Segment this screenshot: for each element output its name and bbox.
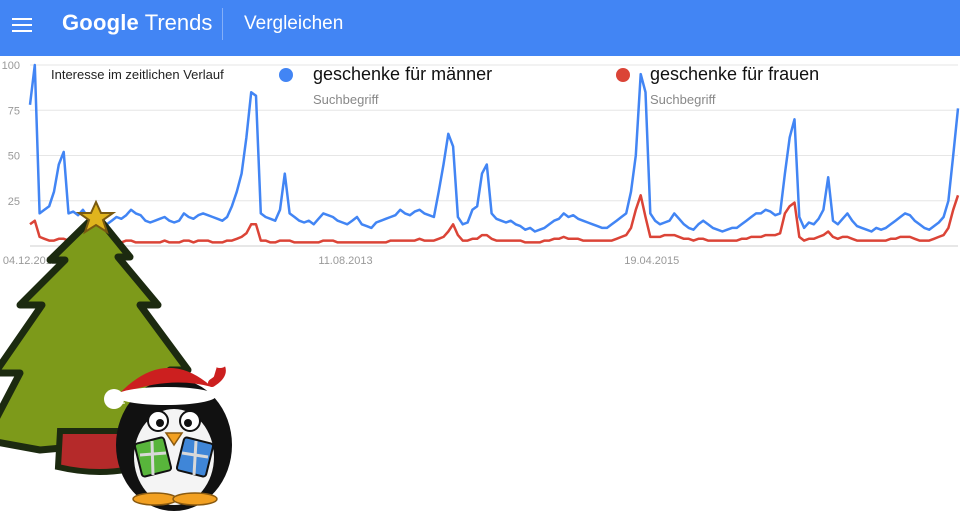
line-chart: 100 75 50 25 04.12.2011 11.08.2013 19.04.2015: [2, 60, 960, 267]
series-2-color-dot: [616, 68, 630, 82]
legend-subtitle-2: Suchbegriff: [650, 92, 716, 107]
penguin-icon: [104, 350, 232, 511]
x-tick-label: 04.12.2011: [3, 255, 57, 267]
y-tick-label: 25: [8, 196, 20, 208]
series-1-color-dot: [279, 68, 293, 82]
hamburger-menu-icon[interactable]: [12, 14, 34, 34]
y-tick-label: 100: [2, 60, 20, 72]
header-divider: [222, 8, 223, 40]
menu-line: [12, 18, 32, 20]
interest-over-time-chart: 100 75 50 25 04.12.2011 11.08.2013 19.04.2015 …: [0, 56, 960, 271]
series-line-2: [29, 194, 960, 244]
y-tick-label: 75: [8, 105, 20, 117]
google-trends-logo[interactable]: Google Trends: [62, 10, 212, 36]
menu-line: [12, 30, 32, 32]
series-line-1: [28, 63, 960, 233]
x-tick-label: 19.04.2015: [624, 255, 679, 267]
logo-word-google: Google: [62, 10, 139, 35]
menu-line: [12, 24, 32, 26]
legend-subtitle-1: Suchbegriff: [313, 92, 379, 107]
app-header: Google Trends Vergleichen: [0, 0, 960, 56]
logo-word-trends: Trends: [144, 10, 213, 35]
page-title: Vergleichen: [244, 13, 344, 34]
y-tick-label: 50: [8, 151, 20, 163]
legend-term-1: geschenke für männer: [313, 64, 493, 84]
legend-term-2: geschenke für frauen: [650, 64, 820, 84]
x-tick-label: 11.08.2013: [318, 255, 372, 267]
chart-title: Interesse im zeitlichen Verlauf: [51, 67, 224, 82]
christmas-tree-penguin-illustration: [0, 199, 232, 511]
